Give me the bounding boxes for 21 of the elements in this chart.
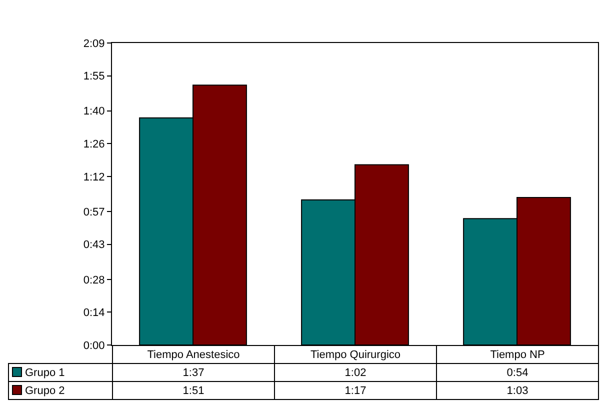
data-label: 1:02	[274, 364, 436, 382]
y-tick-label: 0:43	[83, 239, 105, 252]
y-tick-label: 1:40	[83, 106, 105, 118]
y-tick-label: 0:14	[83, 307, 105, 320]
data-label: 1:03	[436, 382, 598, 400]
y-tick-label: 1:55	[83, 70, 105, 83]
y-tick-label: 0:00	[83, 340, 105, 352]
y-tick-label: 0:57	[83, 206, 105, 218]
legend-label: Grupo 1	[8, 364, 112, 382]
data-label: 1:37	[112, 364, 274, 382]
x-tick-label: Tiempo Anestesico	[112, 346, 274, 364]
y-tick-label: 1:26	[83, 138, 105, 151]
y-tick-label: 0:28	[83, 274, 105, 286]
legend-label: Grupo 2	[8, 382, 112, 400]
y-tick-label: 2:09	[83, 38, 105, 50]
data-label: 1:51	[112, 382, 274, 400]
data-label: 1:17	[274, 382, 436, 400]
x-tick-label: Tiempo NP	[436, 346, 598, 364]
data-label: 0:54	[436, 364, 598, 382]
y-tick-label: 1:12	[83, 171, 105, 184]
x-tick-label: Tiempo Quirurgico	[274, 346, 436, 364]
